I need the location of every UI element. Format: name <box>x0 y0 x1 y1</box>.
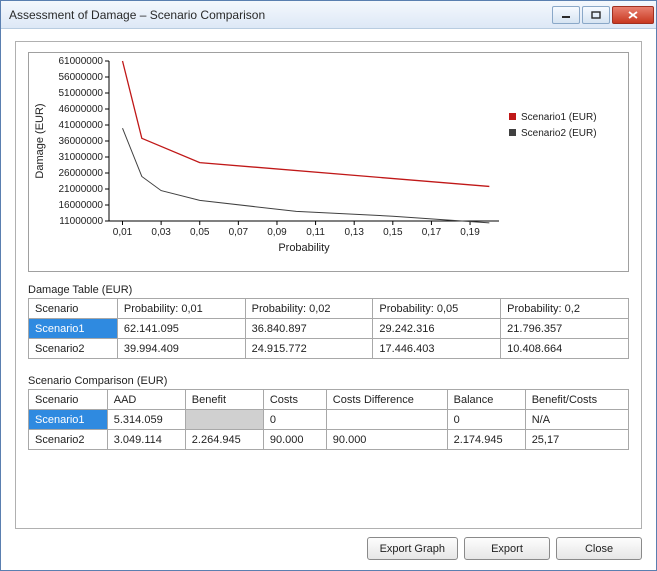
table-row[interactable]: Scenario23.049.1142.264.94590.00090.0002… <box>29 430 629 450</box>
svg-text:31000000: 31000000 <box>59 152 104 163</box>
table-cell: 0 <box>447 410 525 430</box>
table-cell: 90.000 <box>263 430 326 450</box>
table-cell: 3.049.114 <box>107 430 185 450</box>
export-button[interactable]: Export <box>464 537 550 560</box>
damage-table: ScenarioProbability: 0,01Probability: 0,… <box>28 298 629 359</box>
svg-text:Probability: Probability <box>278 242 330 254</box>
svg-text:26000000: 26000000 <box>59 168 104 179</box>
window-frame: Assessment of Damage – Scenario Comparis… <box>0 0 657 571</box>
table-row[interactable]: Scenario162.141.09536.840.89729.242.3162… <box>29 319 629 339</box>
column-header[interactable]: Costs <box>263 390 326 410</box>
titlebar: Assessment of Damage – Scenario Comparis… <box>1 1 656 29</box>
minimize-button[interactable] <box>552 6 580 24</box>
column-header[interactable]: Benefit/Costs <box>525 390 628 410</box>
table-row[interactable]: Scenario15.314.05900N/A <box>29 410 629 430</box>
table-cell: Scenario1 <box>29 319 118 339</box>
table-cell: 21.796.357 <box>501 319 629 339</box>
svg-text:11000000: 11000000 <box>59 216 103 227</box>
table-cell: Scenario2 <box>29 430 108 450</box>
table-cell: 2.174.945 <box>447 430 525 450</box>
content-panel: 11000000 16000000 21000000 26000000 31000000… <box>15 41 642 529</box>
svg-text:0,07: 0,07 <box>229 227 249 238</box>
column-header[interactable]: Probability: 0,2 <box>501 299 629 319</box>
table-row[interactable]: Scenario239.994.40924.915.77217.446.4031… <box>29 339 629 359</box>
table-cell: 29.242.316 <box>373 319 501 339</box>
svg-text:51000000: 51000000 <box>59 88 104 99</box>
table-cell: 39.994.409 <box>117 339 245 359</box>
table-cell: N/A <box>525 410 628 430</box>
svg-text:41000000: 41000000 <box>59 120 104 131</box>
damage-chart: 11000000 16000000 21000000 26000000 31000000… <box>28 52 629 272</box>
svg-text:Damage (EUR): Damage (EUR) <box>34 103 46 178</box>
svg-text:0,17: 0,17 <box>422 227 442 238</box>
column-header[interactable]: Probability: 0,01 <box>117 299 245 319</box>
svg-text:61000000: 61000000 <box>59 56 104 67</box>
table-cell: 0 <box>263 410 326 430</box>
column-header[interactable]: AAD <box>107 390 185 410</box>
svg-text:0,11: 0,11 <box>306 227 325 238</box>
button-row: Export Graph Export Close <box>15 529 642 560</box>
svg-text:Scenario1 (EUR): Scenario1 (EUR) <box>521 112 597 123</box>
svg-text:0,15: 0,15 <box>383 227 403 238</box>
table-cell: 36.840.897 <box>245 319 373 339</box>
export-graph-button[interactable]: Export Graph <box>367 537 458 560</box>
svg-text:36000000: 36000000 <box>59 136 104 147</box>
svg-text:16000000: 16000000 <box>59 200 104 211</box>
svg-text:56000000: 56000000 <box>59 72 104 83</box>
table-cell: 5.314.059 <box>107 410 185 430</box>
client-area: 11000000 16000000 21000000 26000000 31000000… <box>1 29 656 570</box>
window-title: Assessment of Damage – Scenario Comparis… <box>9 8 550 22</box>
comparison-table-title: Scenario Comparison (EUR) <box>28 375 629 387</box>
table-cell: 10.408.664 <box>501 339 629 359</box>
svg-text:Scenario2 (EUR): Scenario2 (EUR) <box>521 128 597 139</box>
table-cell: 17.446.403 <box>373 339 501 359</box>
close-button[interactable]: Close <box>556 537 642 560</box>
column-header[interactable]: Costs Difference <box>326 390 447 410</box>
column-header[interactable]: Probability: 0,02 <box>245 299 373 319</box>
svg-text:0,01: 0,01 <box>113 227 133 238</box>
table-cell: 90.000 <box>326 430 447 450</box>
svg-text:0,09: 0,09 <box>267 227 287 238</box>
column-header[interactable]: Scenario <box>29 390 108 410</box>
column-header[interactable]: Probability: 0,05 <box>373 299 501 319</box>
table-cell: Scenario1 <box>29 410 108 430</box>
table-cell: 24.915.772 <box>245 339 373 359</box>
comparison-table: ScenarioAADBenefitCostsCosts DifferenceB… <box>28 389 629 450</box>
maximize-button[interactable] <box>582 6 610 24</box>
svg-text:0,13: 0,13 <box>344 227 364 238</box>
svg-text:0,03: 0,03 <box>151 227 171 238</box>
table-cell <box>185 410 263 430</box>
svg-text:0,19: 0,19 <box>460 227 480 238</box>
svg-text:21000000: 21000000 <box>59 184 104 195</box>
table-cell <box>326 410 447 430</box>
table-cell: 62.141.095 <box>117 319 245 339</box>
column-header[interactable]: Scenario <box>29 299 118 319</box>
column-header[interactable]: Benefit <box>185 390 263 410</box>
column-header[interactable]: Balance <box>447 390 525 410</box>
svg-text:0,05: 0,05 <box>190 227 210 238</box>
svg-text:46000000: 46000000 <box>59 104 104 115</box>
close-window-button[interactable] <box>612 6 654 24</box>
damage-table-title: Damage Table (EUR) <box>28 284 629 296</box>
table-cell: 2.264.945 <box>185 430 263 450</box>
table-cell: Scenario2 <box>29 339 118 359</box>
table-cell: 25,17 <box>525 430 628 450</box>
